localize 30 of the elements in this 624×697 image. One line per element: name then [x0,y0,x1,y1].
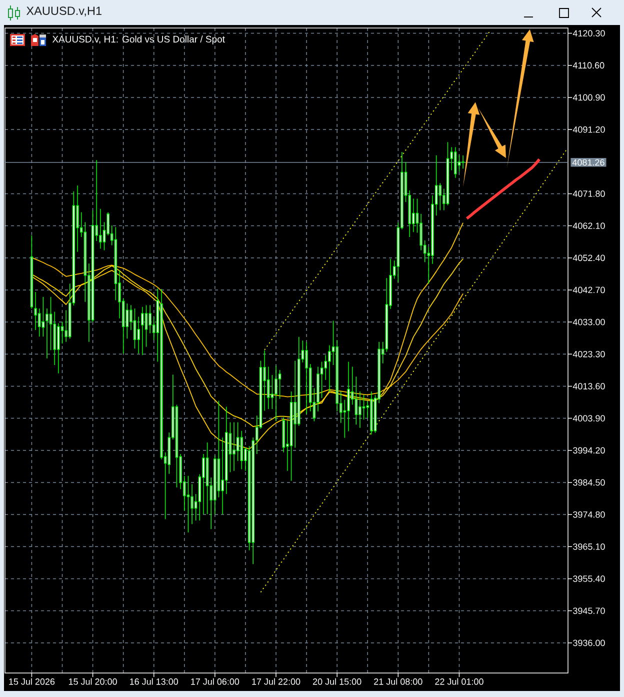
x-tick-label: 17 Jul 22:00 [252,678,300,685]
y-tick-label: 4110.60 [572,62,604,69]
text: XAUUSD.v, H1: Gold vs US Dollar / Spot [52,36,225,44]
x-tick-label: 21 Jul 08:00 [374,678,422,685]
y-tick-label: 4033.00 [572,318,605,326]
y-tick-label: 4100.90 [572,94,605,101]
y-tick-label: 3936.00 [573,640,605,646]
x-tick-label: 15 Jul 2026 [9,678,55,685]
y-tick-label: 3974.80 [573,511,605,518]
y-tick-label: 4062.10 [572,222,605,229]
x-tick-label: 22 Jul 01:00 [435,678,484,685]
ref-line-label: 4081.26 [572,159,604,166]
y-tick-label: 4023.30 [572,350,605,358]
y-tick-label: 3955.40 [573,576,605,582]
y-tick-label: 4003.90 [572,415,605,422]
y-tick-label: 4042.70 [572,286,605,294]
x-tick-label: 20 Jul 15:00 [313,678,362,685]
y-tick-label: 3965.10 [573,543,605,550]
y-tick-label: 3945.70 [573,608,605,614]
y-tick-label: 4091.20 [572,126,605,133]
y-tick-label: 4071.80 [572,190,605,197]
y-tick-label: 4013.60 [572,383,605,390]
y-tick-label: 4120.30 [572,30,605,36]
x-tick-label: 17 Jul 06:00 [191,678,240,685]
x-tick-label: 15 Jul 20:00 [68,678,117,685]
y-tick-label: 4052.40 [572,254,605,262]
y-tick-label: 3984.50 [573,479,605,486]
x-tick-label: 16 Jul 13:00 [130,678,178,685]
chart-title: XAUUSD.v,H1 [26,6,102,16]
y-tick-label: 3994.20 [573,447,605,454]
